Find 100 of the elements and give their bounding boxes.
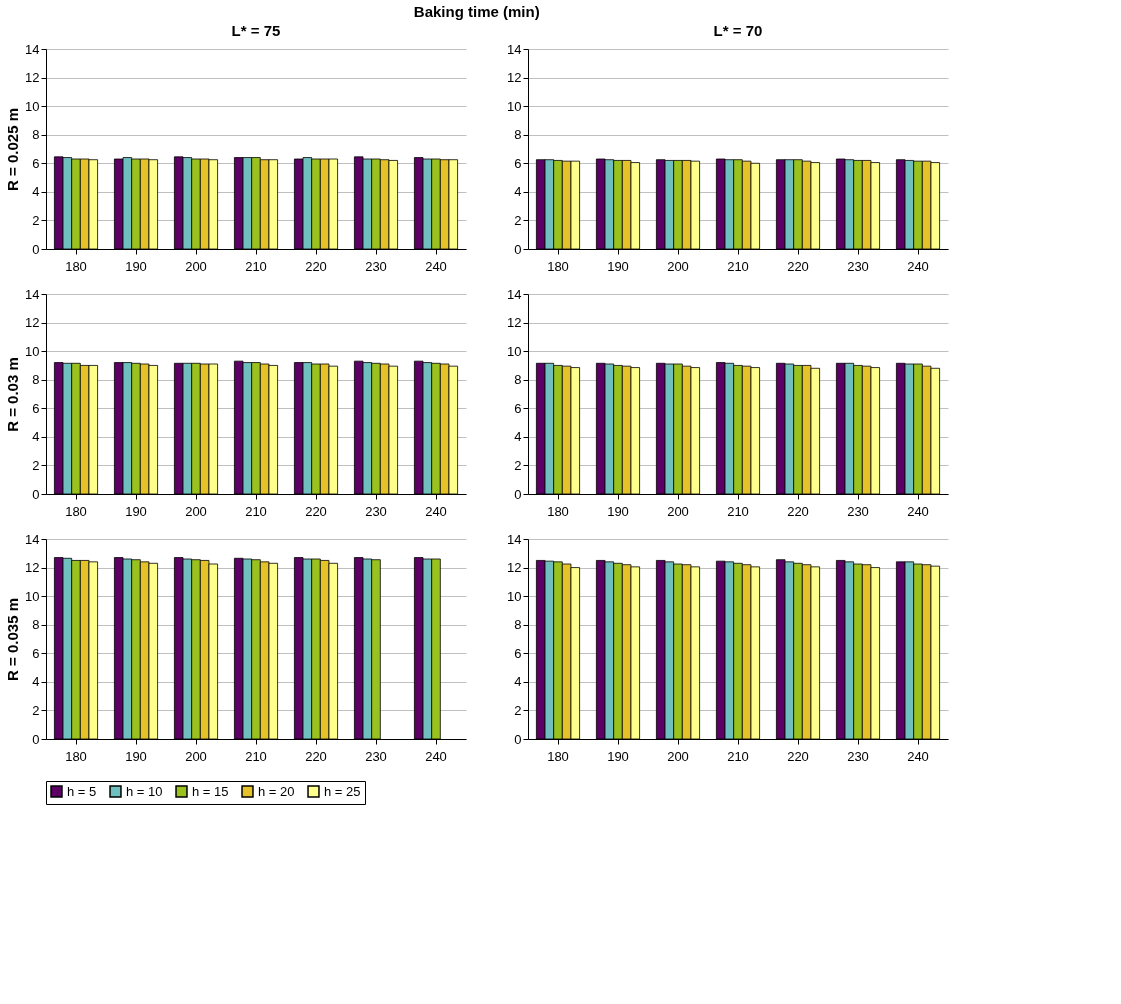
y-tick-label: 12 — [507, 315, 522, 331]
x-tick-label: 240 — [907, 258, 929, 274]
y-tick-label: 12 — [507, 70, 522, 86]
x-tick-label: 190 — [125, 503, 147, 519]
x-tick-label: 240 — [907, 748, 929, 764]
y-tick-label: 4 — [514, 184, 522, 200]
legend-label: h = 5 — [67, 783, 97, 799]
y-tick-label: 0 — [32, 241, 40, 257]
x-tick-label: 200 — [185, 503, 207, 519]
y-tick-label: 4 — [32, 429, 40, 445]
y-tick-label: 10 — [507, 98, 522, 114]
y-axis-title: R = 0.03 m — [4, 357, 22, 432]
legend-label: h = 15 — [192, 783, 229, 799]
y-tick-label: 10 — [25, 588, 40, 604]
x-tick-label: 190 — [607, 258, 629, 274]
x-tick-label: 180 — [65, 748, 87, 764]
y-tick-label: 6 — [514, 645, 522, 661]
legend-label: h = 25 — [324, 783, 361, 799]
x-tick-label: 200 — [185, 748, 207, 764]
x-tick-label: 210 — [245, 503, 267, 519]
y-tick-label: 0 — [32, 731, 40, 747]
y-tick-label: 4 — [32, 674, 40, 690]
y-tick-label: 4 — [32, 184, 40, 200]
x-tick-label: 180 — [547, 258, 569, 274]
y-tick-label: 12 — [25, 560, 40, 576]
y-tick-label: 14 — [25, 531, 40, 547]
x-tick-label: 180 — [65, 258, 87, 274]
x-tick-label: 200 — [667, 503, 689, 519]
y-tick-label: 2 — [514, 702, 522, 718]
x-tick-label: 210 — [727, 258, 749, 274]
x-tick-label: 220 — [787, 503, 809, 519]
y-tick-label: 2 — [32, 212, 40, 228]
y-tick-label: 6 — [32, 400, 40, 416]
x-tick-label: 190 — [607, 503, 629, 519]
x-tick-label: 180 — [65, 503, 87, 519]
y-tick-label: 14 — [507, 531, 522, 547]
x-tick-label: 210 — [727, 748, 749, 764]
y-tick-label: 14 — [25, 41, 40, 57]
x-tick-label: 240 — [907, 503, 929, 519]
y-tick-label: 4 — [514, 429, 522, 445]
y-tick-label: 2 — [32, 457, 40, 473]
x-tick-label: 230 — [847, 258, 869, 274]
x-tick-label: 220 — [305, 748, 327, 764]
y-axis-title: R = 0.035 m — [4, 598, 22, 681]
x-tick-label: 200 — [667, 748, 689, 764]
x-tick-label: 190 — [125, 258, 147, 274]
y-tick-label: 14 — [507, 41, 522, 57]
x-tick-label: 230 — [365, 748, 387, 764]
legend-label: h = 20 — [258, 783, 295, 799]
x-tick-label: 220 — [787, 258, 809, 274]
y-tick-label: 8 — [32, 372, 40, 388]
x-tick-label: 210 — [245, 748, 267, 764]
y-tick-label: 6 — [514, 155, 522, 171]
x-tick-label: 220 — [305, 503, 327, 519]
x-tick-label: 240 — [425, 748, 447, 764]
x-tick-label: 200 — [185, 258, 207, 274]
y-tick-label: 4 — [514, 674, 522, 690]
chart-title: L* = 75 — [231, 22, 281, 39]
y-tick-label: 0 — [514, 486, 522, 502]
y-tick-label: 10 — [25, 98, 40, 114]
x-tick-label: 210 — [245, 258, 267, 274]
y-tick-label: 0 — [32, 486, 40, 502]
y-tick-label: 14 — [507, 286, 522, 302]
x-tick-label: 190 — [125, 748, 147, 764]
y-tick-label: 14 — [25, 286, 40, 302]
y-tick-label: 6 — [32, 155, 40, 171]
x-tick-label: 240 — [425, 258, 447, 274]
y-tick-label: 8 — [32, 127, 40, 143]
y-tick-label: 0 — [514, 241, 522, 257]
y-tick-label: 10 — [25, 343, 40, 359]
y-tick-label: 12 — [25, 70, 40, 86]
x-tick-label: 230 — [365, 258, 387, 274]
y-tick-label: 8 — [514, 127, 522, 143]
y-tick-label: 6 — [514, 400, 522, 416]
chart-title: L* = 70 — [713, 22, 763, 39]
y-axis-title: R = 0.025 m — [4, 108, 22, 191]
x-tick-label: 180 — [547, 503, 569, 519]
x-tick-label: 220 — [305, 258, 327, 274]
x-tick-label: 240 — [425, 503, 447, 519]
y-tick-label: 12 — [25, 315, 40, 331]
y-tick-label: 0 — [514, 731, 522, 747]
y-tick-label: 8 — [514, 617, 522, 633]
x-tick-label: 230 — [847, 748, 869, 764]
legend-label: h = 10 — [126, 783, 163, 799]
y-tick-label: 6 — [32, 645, 40, 661]
x-tick-label: 200 — [667, 258, 689, 274]
x-tick-label: 180 — [547, 748, 569, 764]
y-tick-label: 2 — [514, 212, 522, 228]
x-tick-label: 230 — [847, 503, 869, 519]
x-tick-label: 210 — [727, 503, 749, 519]
y-tick-label: 2 — [514, 457, 522, 473]
y-tick-label: 8 — [32, 617, 40, 633]
x-tick-label: 190 — [607, 748, 629, 764]
y-tick-label: 10 — [507, 343, 522, 359]
y-tick-label: 12 — [507, 560, 522, 576]
y-tick-label: 2 — [32, 702, 40, 718]
y-tick-label: 8 — [514, 372, 522, 388]
x-tick-label: 220 — [787, 748, 809, 764]
x-tick-label: 230 — [365, 503, 387, 519]
text: Baking time (min) — [413, 3, 540, 20]
